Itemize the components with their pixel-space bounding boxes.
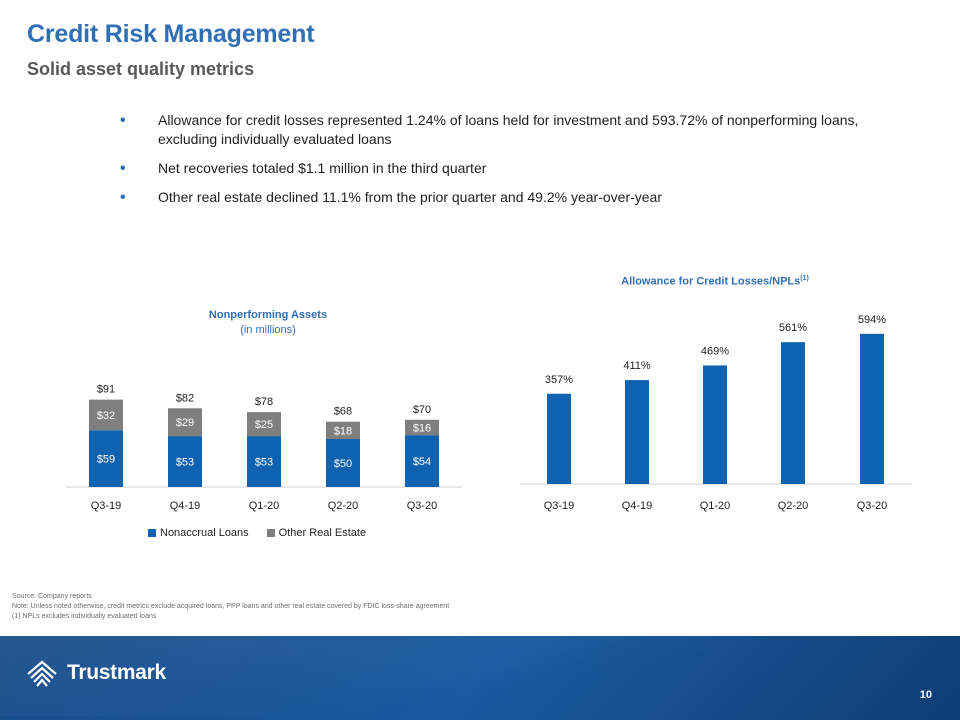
- ore-value-label: $29: [176, 417, 194, 429]
- trustmark-logo: Trustmark: [26, 658, 166, 688]
- footer-shine: [0, 636, 960, 716]
- ore-bar: [168, 408, 202, 437]
- npa-category-label: Q2-20: [328, 500, 359, 512]
- nonaccrual-bar: [326, 439, 360, 487]
- legend-item-nonaccrual: Nonaccrual Loans: [148, 527, 249, 539]
- ore-bar: [405, 419, 439, 436]
- nonaccrual-value-label: $54: [413, 456, 431, 468]
- legend-swatch-blue: [148, 529, 156, 537]
- bullet-item: • Allowance for credit losses represented…: [120, 111, 860, 149]
- npa-category-label: Q3-19: [91, 500, 122, 512]
- footnote-source: Source: Company reports: [12, 593, 92, 600]
- npa-category-label: Q4-19: [170, 500, 201, 512]
- bullet-text: Other real estate declined 11.1% from th…: [158, 189, 662, 205]
- nonaccrual-value-label: $59: [97, 454, 115, 466]
- legend-item-ore: Other Real Estate: [266, 527, 367, 539]
- nonaccrual-bar: [168, 436, 202, 487]
- bullet-dot-icon: •: [120, 189, 126, 206]
- npa-total-label: $70: [413, 404, 431, 416]
- nonaccrual-bar: [89, 430, 123, 487]
- npa-chart-title: Nonperforming Assets: [208, 309, 328, 321]
- legend-swatch-gray: [266, 529, 275, 537]
- npa-total-label: $78: [255, 396, 273, 408]
- footnotes: Source: Company reports Note: Unless not…: [12, 592, 449, 622]
- ore-value-label: $32: [97, 410, 115, 422]
- npa-category-label: Q1-20: [249, 500, 280, 512]
- ore-value-label: $18: [334, 425, 352, 437]
- npa-total-label: $91: [97, 384, 115, 396]
- logo-text: Trustmark: [67, 661, 166, 684]
- bullet-text: Net recoveries totaled $1.1 million in t…: [158, 160, 487, 176]
- npa-legend: Nonaccrual Loans Other Real Estate: [148, 527, 366, 539]
- ore-value-label: $16: [413, 422, 431, 434]
- nonaccrual-bar: [405, 435, 439, 487]
- nonaccrual-value-label: $53: [176, 457, 194, 469]
- footnote-npl: (1) NPLs excludes individually evaluated…: [12, 613, 157, 620]
- bullet-dot-icon: •: [120, 160, 126, 177]
- footnote-note: Note: Unless noted otherwise, credit met…: [12, 603, 450, 610]
- bullet-item: • Other real estate declined 11.1% from t…: [120, 188, 860, 207]
- footer-band: Trustmark 10: [0, 636, 960, 720]
- ore-bar: [247, 412, 281, 437]
- legend-label: Other Real Estate: [278, 527, 367, 539]
- nonaccrual-bar: [247, 436, 281, 487]
- ore-bar: [89, 399, 123, 431]
- acl-chart-title: Allowance for Credit Losses/NPLs(1): [590, 275, 840, 288]
- npa-chart-subtitle: (in millions): [240, 324, 296, 336]
- bullet-text: Allowance for credit losses represented …: [158, 112, 859, 147]
- ore-bar: [326, 421, 360, 439]
- page-subtitle: Solid asset quality metrics: [27, 59, 255, 79]
- page-number: 10: [919, 689, 932, 701]
- legend-label: Nonaccrual Loans: [160, 527, 249, 539]
- trustmark-logo-icon: [27, 660, 57, 687]
- nonaccrual-value-label: $50: [334, 458, 352, 470]
- bullet-list: • Allowance for credit losses represented…: [120, 111, 860, 217]
- acl-chart-title-text: Allowance for Credit Losses/NPLs: [621, 275, 801, 288]
- npa-total-label: $68: [334, 406, 352, 418]
- nonaccrual-value-label: $53: [255, 457, 273, 469]
- npa-category-label: Q3-20: [407, 500, 438, 512]
- npa-total-label: $82: [176, 392, 194, 404]
- page-title: Credit Risk Management: [27, 20, 315, 48]
- ore-value-label: $25: [255, 419, 273, 431]
- bullet-dot-icon: •: [120, 112, 126, 129]
- acl-chart-title-sup: (1): [800, 275, 809, 282]
- bullet-item: • Net recoveries totaled $1.1 million in …: [120, 159, 860, 178]
